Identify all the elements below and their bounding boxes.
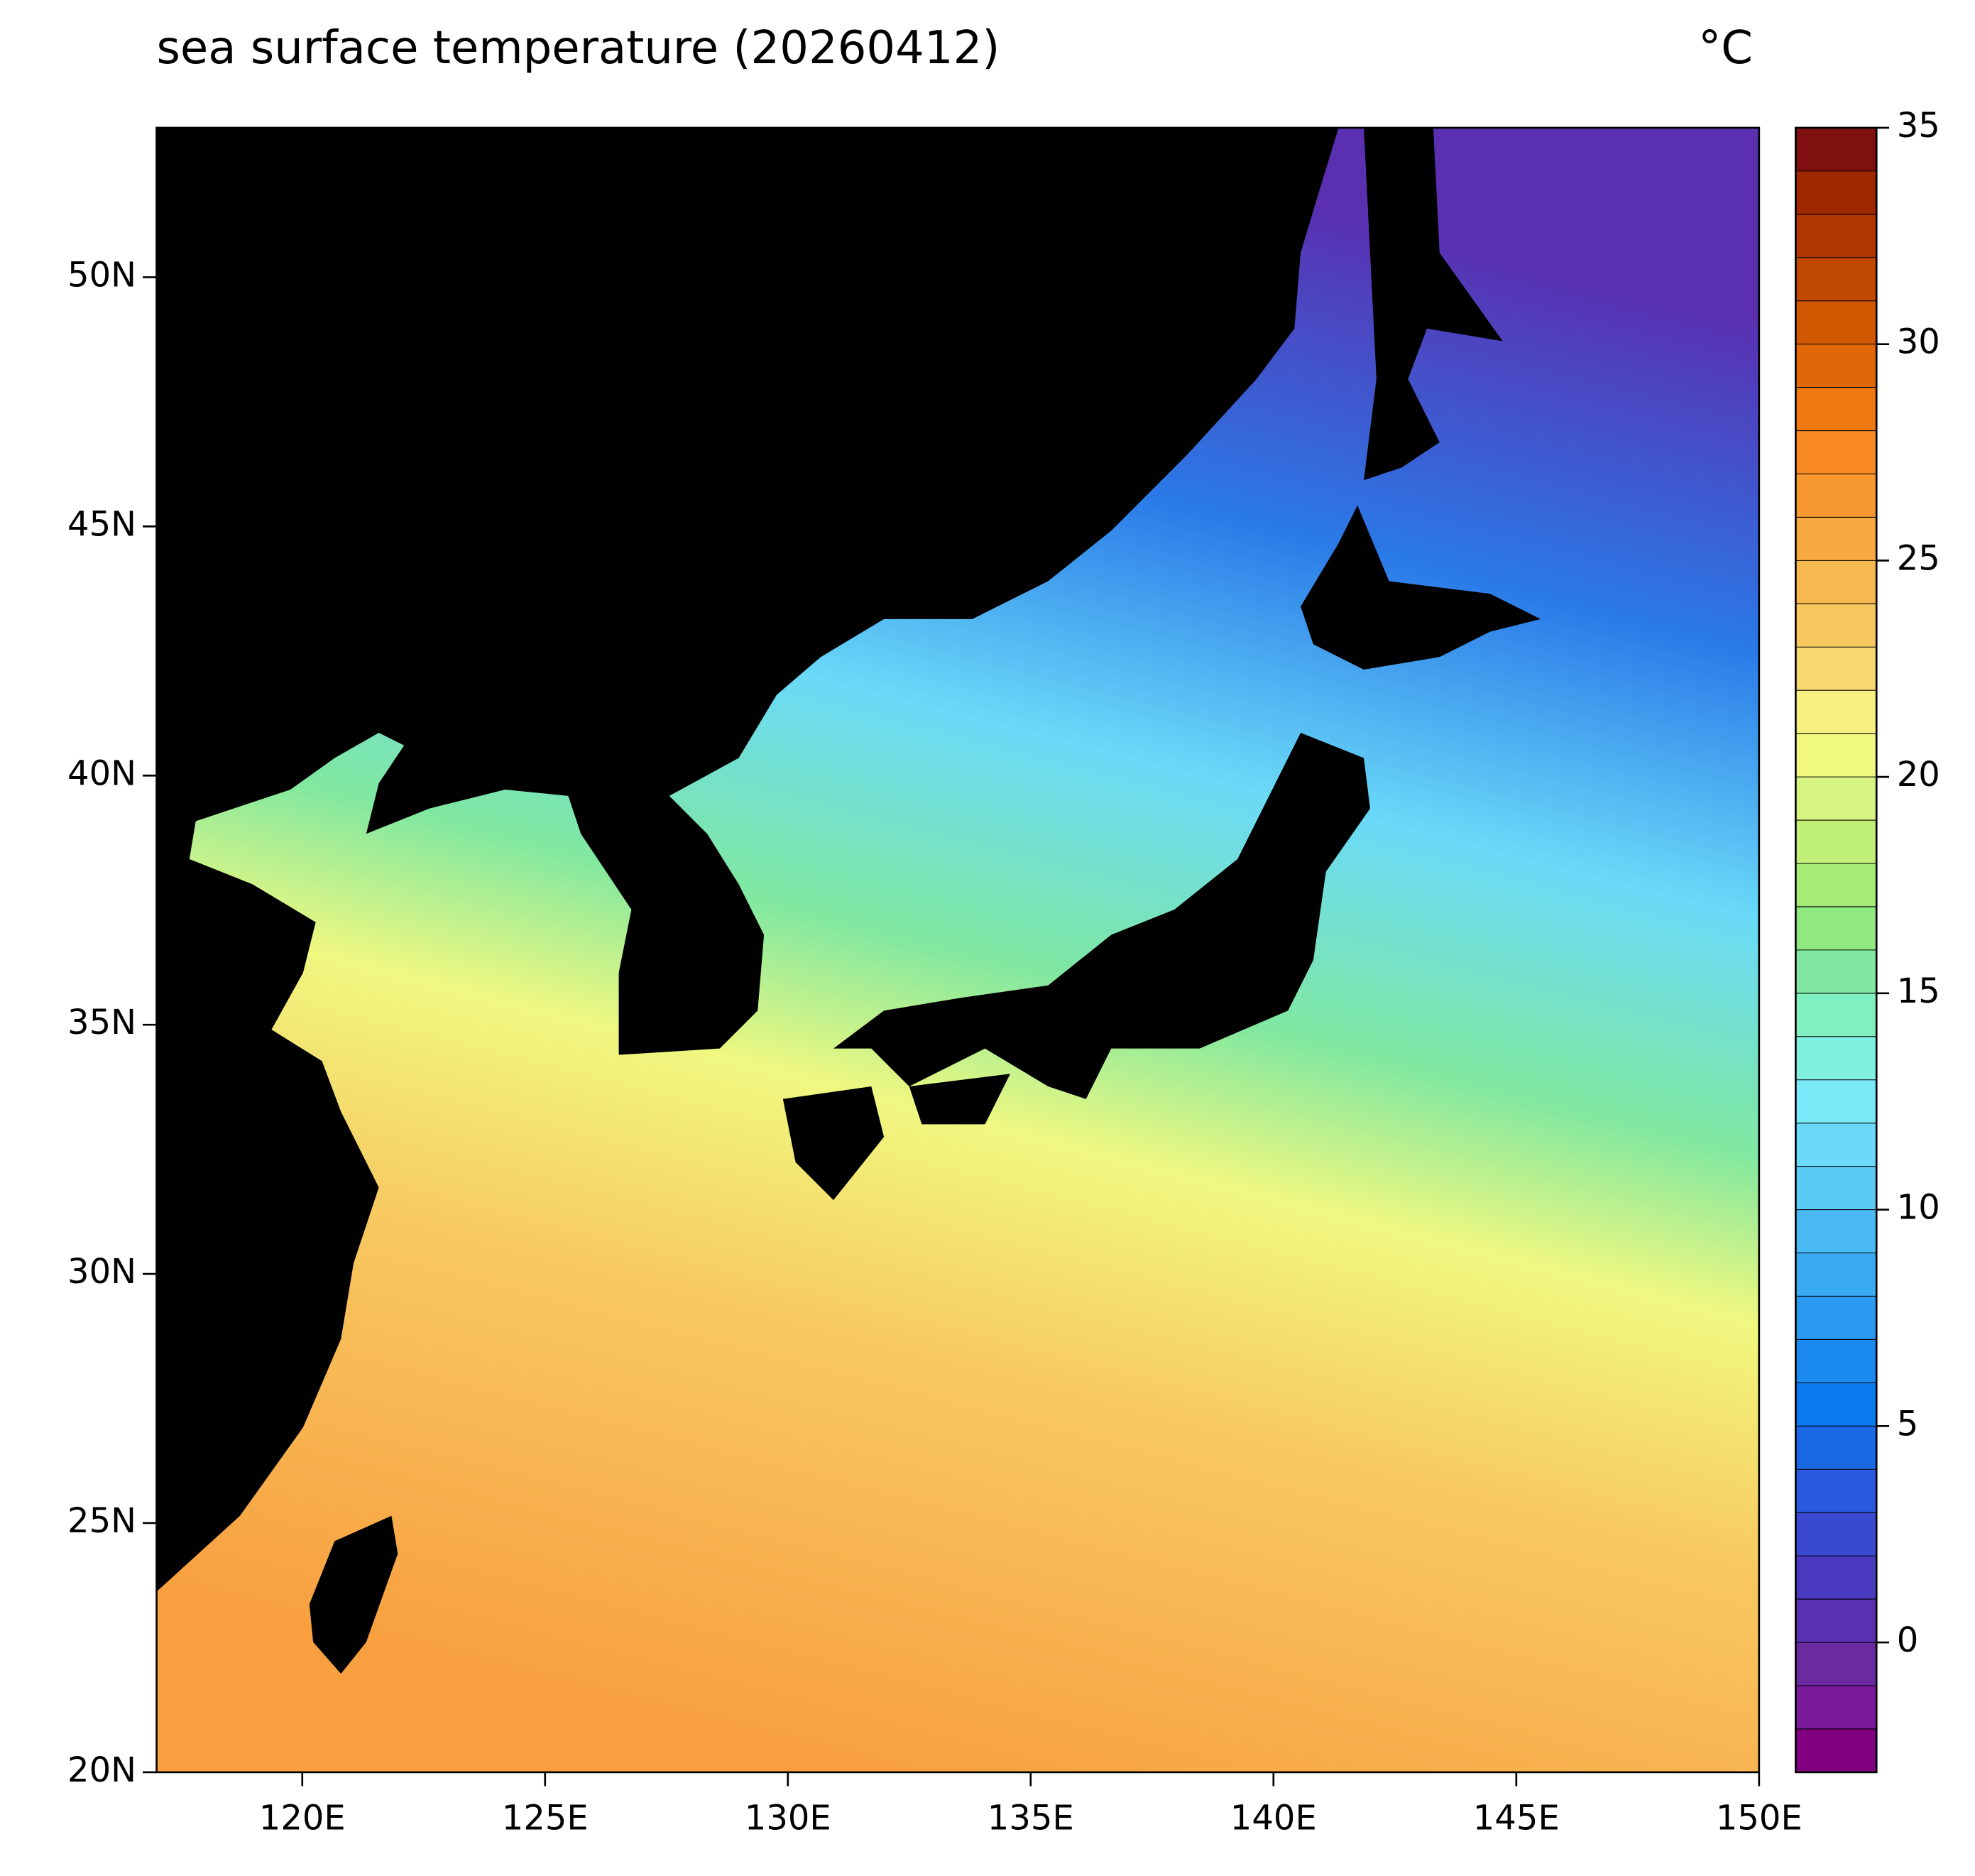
x-tick-label: 130E: [745, 1798, 831, 1838]
colorbar-segment: [1795, 647, 1877, 691]
colorbar-segment: [1795, 1383, 1877, 1427]
colorbar-segment: [1795, 1685, 1877, 1729]
colorbar-segment: [1795, 430, 1877, 474]
colorbar-segment: [1795, 1469, 1877, 1513]
colorbar-segment: [1795, 777, 1877, 821]
x-tick-label: 125E: [502, 1798, 589, 1838]
colorbar-segment: [1795, 1166, 1877, 1210]
y-tick-label: 25N: [67, 1501, 136, 1541]
colorbar-segment: [1795, 690, 1877, 734]
colorbar-segment: [1795, 387, 1877, 431]
land: [1364, 127, 1503, 481]
plot-frame: [155, 126, 1761, 1774]
colorbar-segment: [1795, 517, 1877, 561]
colorbar-segment: [1795, 906, 1877, 950]
colorbar-segment: [1795, 1253, 1877, 1297]
x-tick-label: 140E: [1230, 1798, 1317, 1838]
x-tick-label: 150E: [1716, 1798, 1802, 1838]
colorbar-segment: [1795, 560, 1877, 604]
unit-label: °C: [1698, 22, 1753, 75]
colorbar-segment: [1795, 1556, 1877, 1600]
colorbar-segment: [1795, 344, 1877, 388]
colorbar-tick-label: 30: [1897, 322, 1940, 362]
land: [833, 732, 1370, 1099]
colorbar-segment: [1795, 1209, 1877, 1253]
colorbar-tick-label: 25: [1897, 538, 1940, 578]
colorbar-segment: [1795, 170, 1877, 214]
colorbar-tick-label: 35: [1897, 106, 1940, 146]
colorbar-segment: [1795, 949, 1877, 993]
colorbar-segment: [1795, 604, 1877, 648]
x-tick-label: 145E: [1473, 1798, 1560, 1838]
colorbar-segment: [1795, 1296, 1877, 1340]
colorbar-tick-label: 5: [1897, 1404, 1919, 1444]
axes: 120E 125E 130E 135E 140E 145E 150E 20N 25N 30N 35N…: [67, 106, 1940, 1838]
colorbar-tick-label: 20: [1897, 755, 1940, 795]
map-title: sea surface temperature (20260412): [157, 22, 1000, 75]
colorbar-tick-label: 10: [1897, 1188, 1940, 1228]
colorbar-segment: [1795, 1036, 1877, 1080]
y-tick-label: 45N: [67, 504, 136, 544]
colorbar-tick-label: 15: [1897, 971, 1940, 1011]
colorbar-segment: [1795, 993, 1877, 1037]
colorbar-segment: [1795, 1599, 1877, 1643]
y-tick-label: 50N: [67, 255, 136, 295]
colorbar-segment: [1795, 1512, 1877, 1556]
land: [909, 1074, 1011, 1125]
y-tick-label: 20N: [67, 1750, 136, 1790]
colorbar-segment: [1795, 1123, 1877, 1167]
y-tick-label: 40N: [67, 753, 136, 793]
colorbar-segment: [1795, 820, 1877, 864]
x-tick-label: 135E: [988, 1798, 1074, 1838]
colorbar-segment: [1795, 214, 1877, 258]
colorbar-segment: [1795, 734, 1877, 778]
colorbar-frame: [1795, 126, 1878, 1774]
y-tick-label: 35N: [67, 1003, 136, 1042]
colorbar-segment: [1795, 1339, 1877, 1383]
colorbar-segment: [1795, 1426, 1877, 1470]
colorbar-segment: [1795, 1079, 1877, 1123]
y-tick-label: 30N: [67, 1252, 136, 1292]
land: [156, 127, 1339, 1592]
colorbar-segment: [1795, 257, 1877, 301]
x-tick-label: 120E: [259, 1798, 346, 1838]
colorbar-segment: [1795, 1642, 1877, 1686]
land: [782, 1086, 885, 1201]
colorbar-segment: [1795, 300, 1877, 344]
map-field: [156, 127, 1759, 1772]
land: [309, 1515, 398, 1674]
colorbar-segment: [1795, 863, 1877, 907]
colorbar-tick-label: 0: [1897, 1620, 1919, 1660]
colorbar-segment: [1795, 474, 1877, 518]
land: [1301, 505, 1541, 670]
colorbar-segment: [1795, 127, 1877, 171]
colorbar-segment: [1795, 1728, 1877, 1772]
